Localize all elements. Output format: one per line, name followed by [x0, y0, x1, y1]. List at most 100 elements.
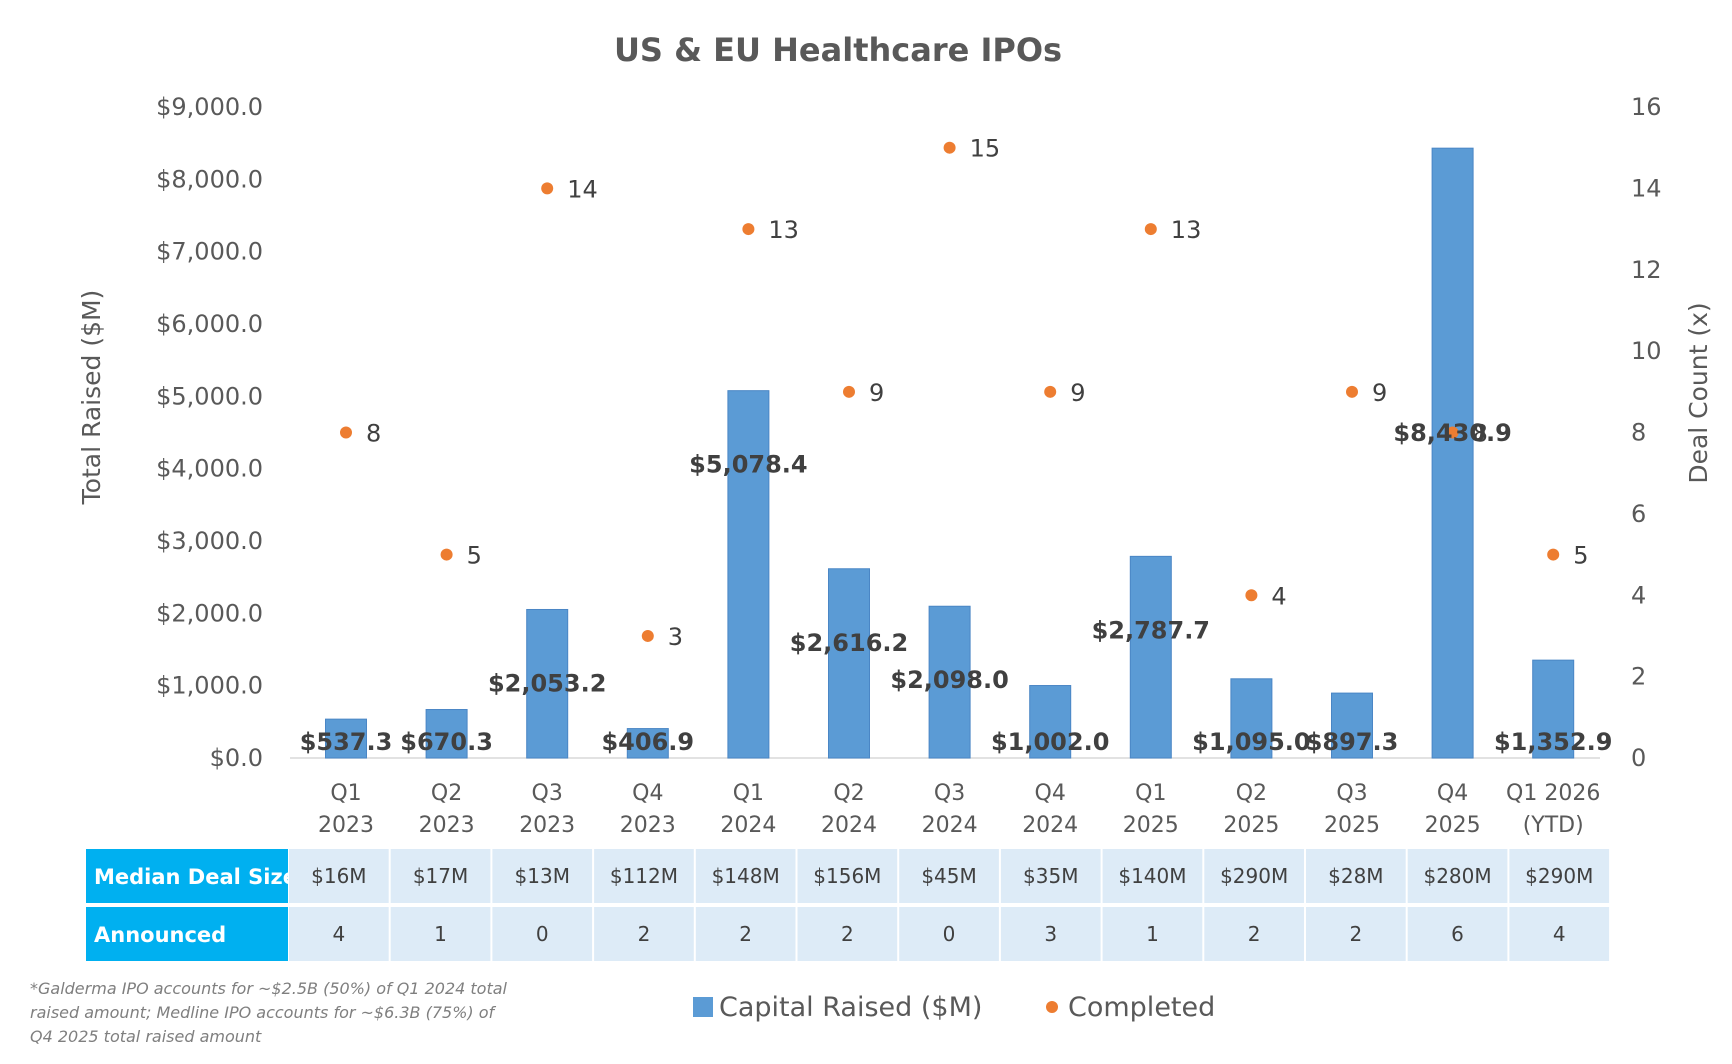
category-label: 2024 — [1022, 813, 1078, 838]
right-axis-tick-label: 14 — [1631, 174, 1662, 202]
right-axis-tick-label: 12 — [1631, 256, 1662, 284]
table-row-header — [86, 849, 288, 903]
completed-data-label: 9 — [1070, 379, 1085, 407]
bar — [828, 568, 870, 759]
bar — [626, 728, 669, 759]
table-cell-value: $280M — [1423, 864, 1491, 888]
completed-data-label: 14 — [567, 175, 598, 203]
category-labels: Q1 2023 Q2 2023 Q3 2023 Q4 2023 Q1 2024 Q2 2024 Q3 20… — [318, 781, 1600, 838]
table-row-label: Median Deal Size — [94, 865, 297, 889]
bar-series — [325, 147, 1575, 759]
table-cell — [289, 907, 389, 961]
table-cell — [1509, 907, 1610, 961]
right-axis-tick-label: 16 — [1631, 93, 1662, 121]
left-axis-tick-label: $8,000.0 — [156, 165, 263, 193]
completed-data-labels: 8 5 14 3 13 9 15 9 13 4 9 8 5 — [366, 135, 1588, 651]
bar — [1230, 678, 1273, 759]
table-cell-value: $16M — [311, 864, 366, 888]
right-axis-title: Deal Count (x) — [1684, 302, 1713, 483]
footnote-line-2: raised amount; Medline IPO accounts for … — [30, 1003, 497, 1022]
completed-point — [1245, 589, 1258, 602]
table-cell-value: $112M — [610, 864, 678, 888]
table-cell — [899, 849, 999, 903]
table-cell-value: 2 — [841, 922, 854, 946]
bar-data-label: $1,352.9 — [1494, 728, 1612, 756]
legend-label-capital-raised: Capital Raised ($M) — [719, 992, 982, 1023]
completed-data-label: 13 — [1171, 216, 1202, 244]
completed-point — [1446, 426, 1459, 439]
table-cell-value: 2 — [1248, 922, 1261, 946]
table-cell-value: $45M — [921, 864, 976, 888]
category-label: 2025 — [1123, 813, 1179, 838]
table-cell-value: 6 — [1451, 922, 1464, 946]
bar-data-label: $2,787.7 — [1092, 616, 1210, 644]
category-label: Q4 — [1035, 781, 1066, 806]
category-label: 2023 — [318, 813, 374, 838]
completed-point — [340, 426, 352, 439]
left-axis-tick-label: $4,000.0 — [156, 455, 263, 483]
completed-point — [742, 223, 755, 236]
completed-data-label: 9 — [1372, 379, 1387, 407]
table-cell — [695, 849, 796, 903]
table-cell — [594, 907, 694, 961]
completed-point — [440, 548, 453, 561]
table-cell-value: 0 — [943, 922, 956, 946]
table-cell-value: 1 — [434, 922, 447, 946]
table-cell — [492, 849, 593, 903]
footnote: *Galderma IPO accounts for ~$2.5B (50%) … — [30, 979, 508, 1046]
completed-data-label: 3 — [668, 623, 683, 651]
category-label: Q4 — [1437, 781, 1468, 806]
table-cell — [1407, 849, 1508, 903]
table-cell — [594, 849, 694, 903]
table-cell-value: 0 — [536, 922, 549, 946]
table-cell-value: 4 — [1553, 922, 1566, 946]
bar — [928, 605, 971, 759]
table-cell — [1204, 907, 1304, 961]
table-cell — [1204, 849, 1304, 903]
legend-swatch-capital-raised — [693, 997, 713, 1017]
chart-title: US & EU Healthcare IPOs — [614, 31, 1062, 69]
right-axis-tick-label: 2 — [1631, 663, 1646, 691]
table-cell-value: 4 — [332, 922, 345, 946]
footnote-line-3: Q4 2025 total raised amount — [30, 1027, 262, 1046]
table-cell-value: $17M — [413, 864, 468, 888]
bar — [425, 709, 468, 759]
completed-data-label: 4 — [1271, 582, 1286, 610]
table-cell — [1102, 907, 1203, 961]
bar — [1029, 685, 1072, 759]
bar-data-label: $670.3 — [400, 728, 493, 756]
table-cell-value: 2 — [1349, 922, 1362, 946]
bar-data-label: $1,002.0 — [991, 728, 1109, 756]
table-cell — [1407, 907, 1508, 961]
completed-point — [541, 182, 554, 195]
table-cell-value: $140M — [1118, 864, 1186, 888]
bar-data-label: $2,098.0 — [890, 666, 1008, 694]
table-cell-value: 2 — [739, 922, 752, 946]
category-label: Q1 2026 — [1506, 781, 1600, 806]
right-axis-tick-label: 6 — [1631, 500, 1646, 528]
completed-series — [340, 141, 1560, 642]
right-axis-tick-label: 0 — [1631, 744, 1646, 772]
category-label: Q4 — [632, 781, 663, 806]
left-axis-tick-label: $1,000.0 — [156, 672, 263, 700]
completed-point — [1346, 385, 1358, 398]
category-label: 2023 — [519, 813, 575, 838]
completed-data-label: 8 — [366, 420, 381, 448]
bar-data-label: $406.9 — [601, 728, 694, 756]
completed-point — [1144, 223, 1157, 236]
table-cell — [797, 849, 898, 903]
table-cell-value: 2 — [638, 922, 651, 946]
category-label: 2023 — [419, 813, 475, 838]
bar-data-label: $897.3 — [1306, 728, 1399, 756]
left-axis-tick-label: $7,000.0 — [156, 238, 263, 266]
left-axis-tick-label: $0.0 — [210, 744, 263, 772]
table-cell-value: 3 — [1044, 922, 1057, 946]
bar-data-label: $1,095.0 — [1192, 728, 1310, 756]
bar-data-labels: $537.3 $670.3 $2,053.2 $406.9 $5,078.4 $2,616… — [300, 419, 1613, 756]
category-label: (YTD) — [1523, 813, 1584, 838]
category-label: 2025 — [1223, 813, 1279, 838]
category-label: Q2 — [431, 781, 462, 806]
completed-data-label: 15 — [970, 135, 1001, 163]
table-cell — [695, 907, 796, 961]
